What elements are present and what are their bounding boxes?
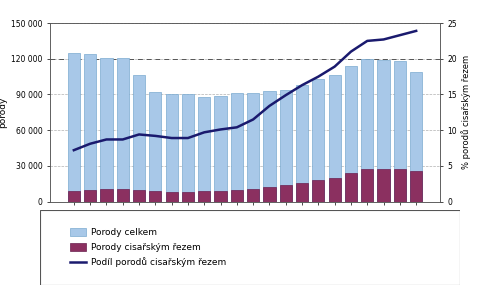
Bar <box>182 94 194 202</box>
Bar <box>166 192 178 202</box>
Legend: Porody celkem, Porody cisařským řezem, Podíl porodů cisařským řezem: Porody celkem, Porody cisařským řezem, P… <box>66 224 230 272</box>
Bar <box>312 180 324 202</box>
Bar <box>133 190 145 202</box>
Bar <box>410 171 422 202</box>
Bar <box>149 92 162 202</box>
Bar <box>230 190 243 202</box>
Y-axis label: porody: porody <box>0 97 6 128</box>
Bar <box>68 53 80 202</box>
Bar <box>230 93 243 202</box>
Bar <box>116 58 129 202</box>
Bar <box>84 54 96 202</box>
Bar <box>394 61 406 202</box>
Bar <box>394 169 406 202</box>
Bar <box>166 94 178 202</box>
FancyBboxPatch shape <box>40 210 460 285</box>
Bar <box>361 169 374 202</box>
Bar <box>264 187 276 202</box>
Bar <box>264 91 276 202</box>
Y-axis label: % porodů cisařským řezem: % porodů cisařským řezem <box>462 55 471 169</box>
Bar <box>182 192 194 202</box>
Bar <box>410 72 422 202</box>
Bar <box>68 191 80 202</box>
Bar <box>280 90 292 202</box>
Bar <box>328 178 341 202</box>
Bar <box>345 173 357 202</box>
Bar <box>247 189 260 202</box>
Bar <box>214 191 226 202</box>
Bar <box>328 75 341 202</box>
Bar <box>100 189 112 202</box>
Bar <box>84 190 96 202</box>
Bar <box>361 59 374 202</box>
Bar <box>133 75 145 202</box>
Bar <box>296 85 308 202</box>
Bar <box>100 58 112 202</box>
Bar <box>378 169 390 202</box>
Bar <box>149 192 162 202</box>
Bar <box>247 93 260 202</box>
Bar <box>198 97 210 202</box>
Bar <box>198 192 210 202</box>
Bar <box>280 185 292 202</box>
Bar <box>345 66 357 202</box>
Bar <box>214 96 226 202</box>
Bar <box>378 60 390 202</box>
Bar <box>312 79 324 202</box>
Bar <box>296 183 308 202</box>
Bar <box>116 189 129 202</box>
